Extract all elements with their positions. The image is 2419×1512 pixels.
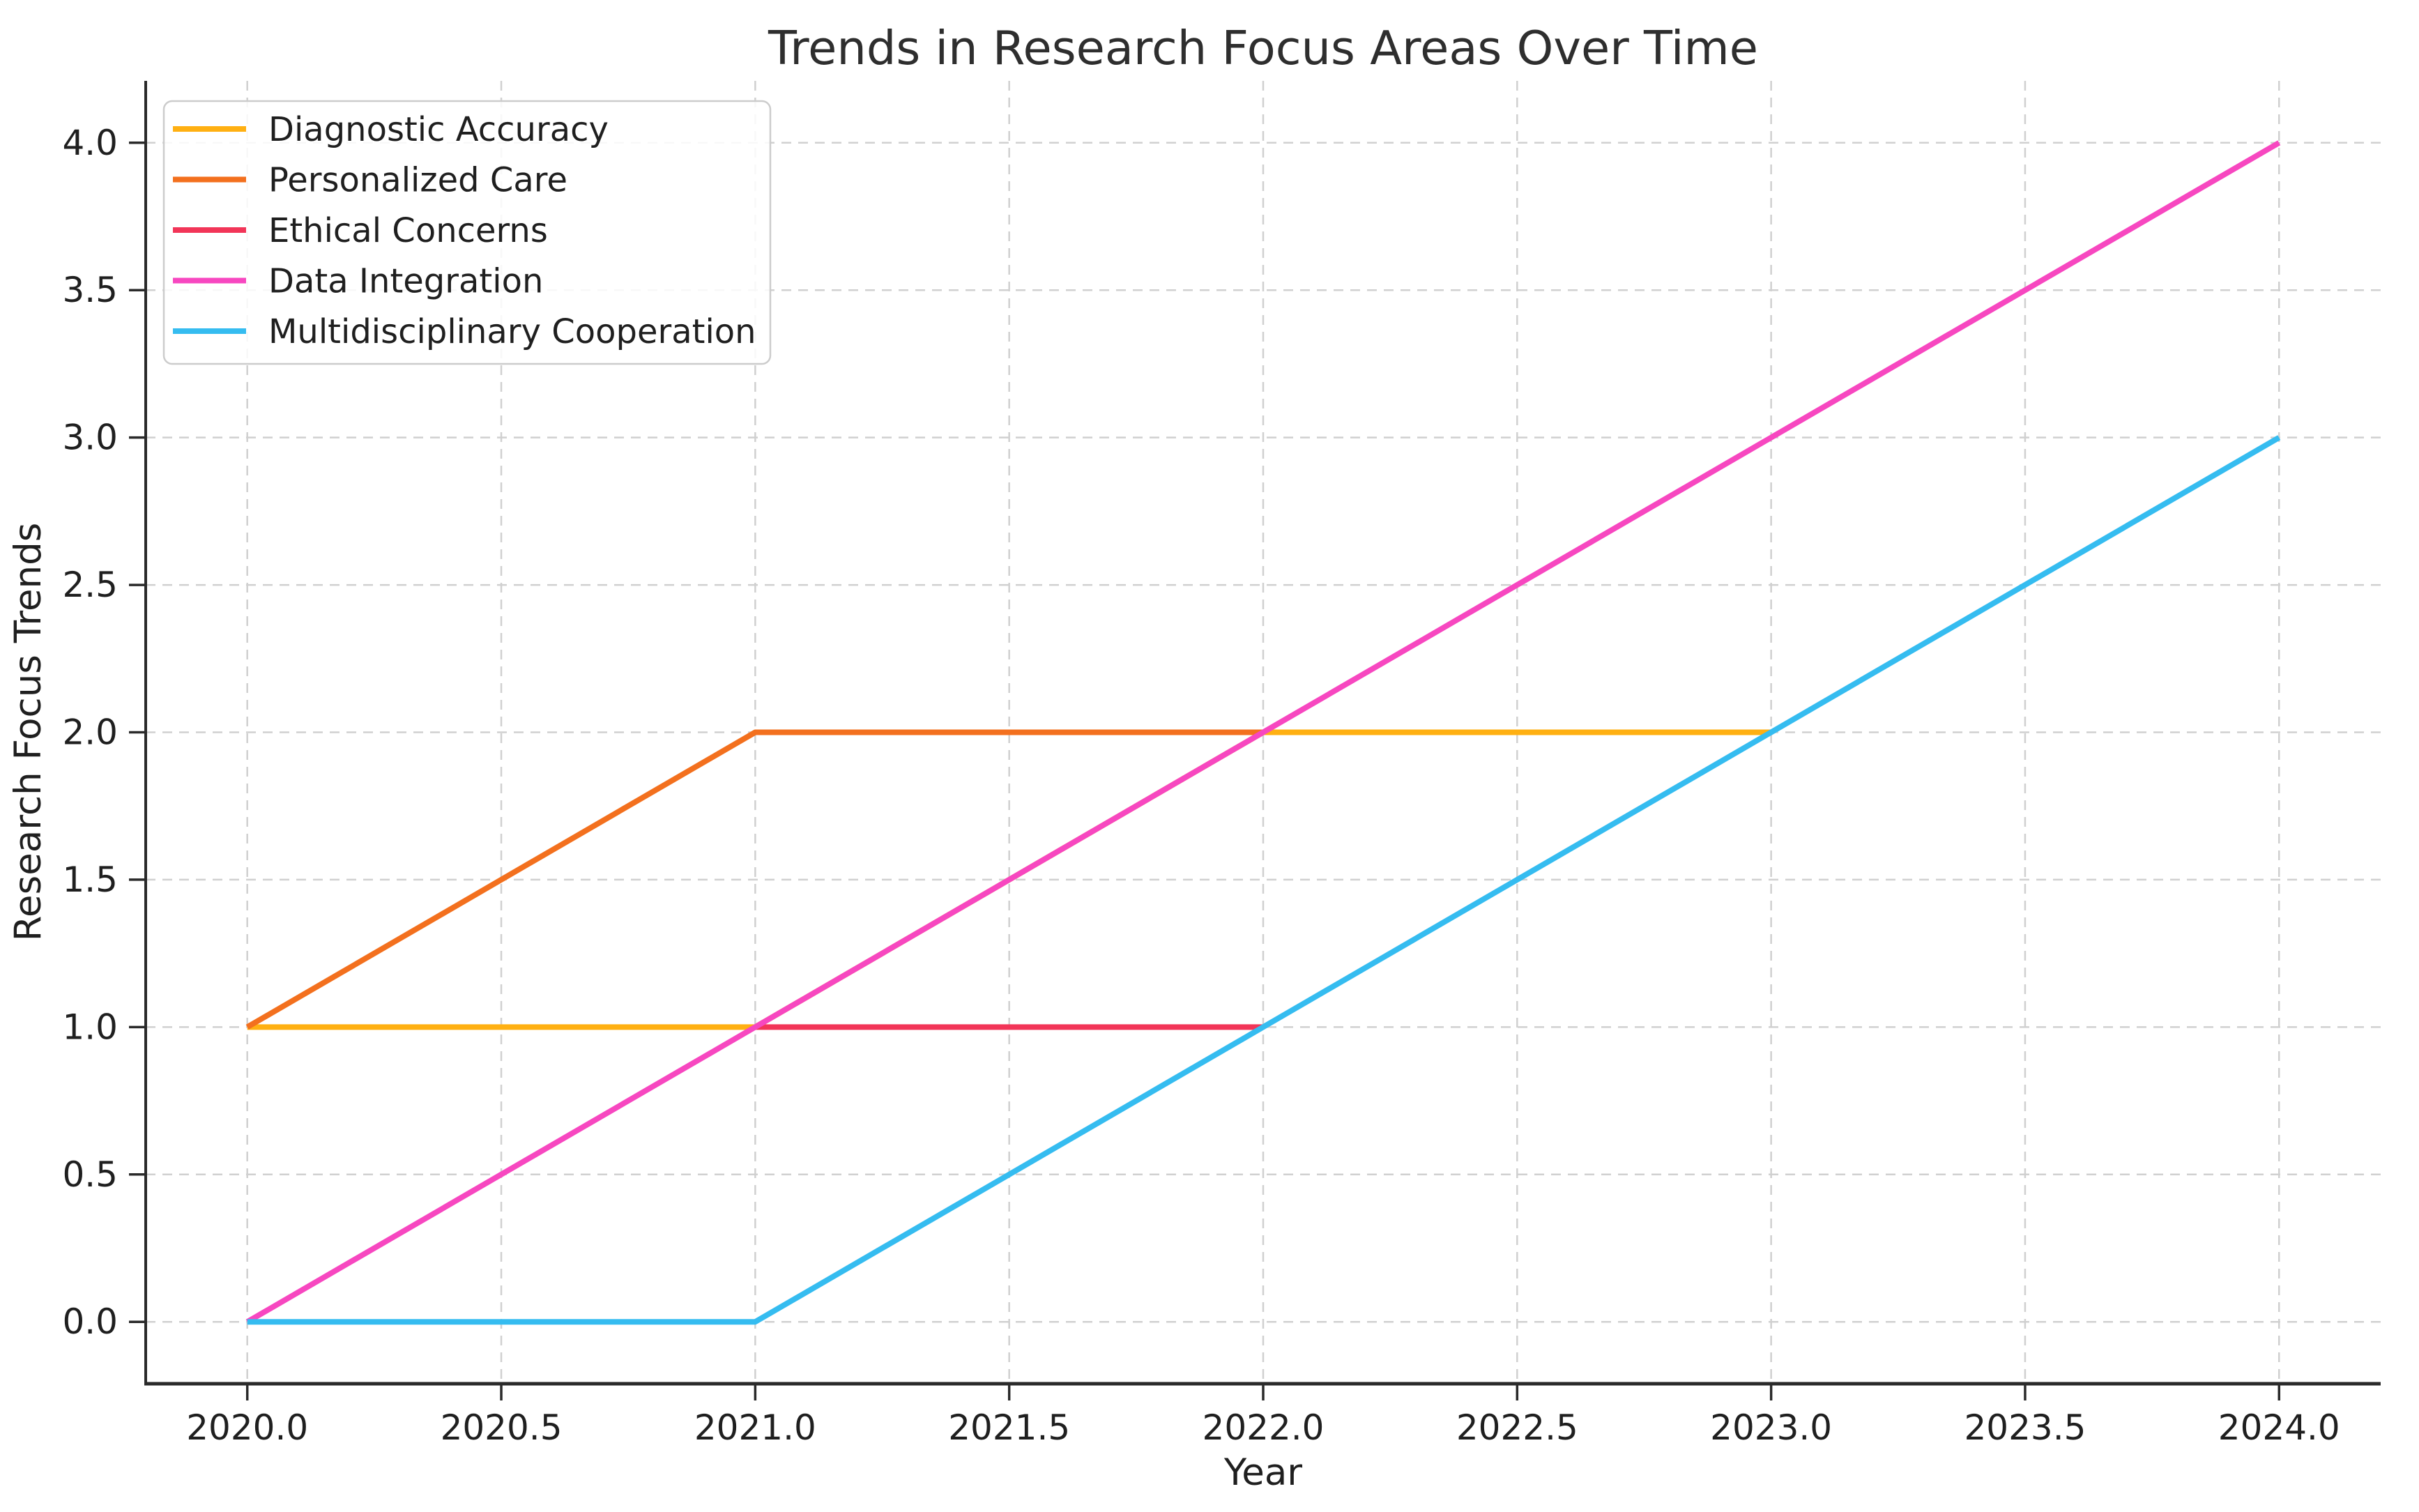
legend-item: Personalized Care	[173, 161, 567, 200]
y-axis-label: Research Focus Trends	[7, 523, 49, 942]
legend-label: Personalized Care	[268, 161, 567, 200]
legend-label: Data Integration	[268, 262, 543, 301]
legend-label: Multidisciplinary Cooperation	[268, 312, 756, 351]
x-tick-label: 2022.0	[1203, 1407, 1325, 1448]
legend-item: Ethical Concerns	[173, 211, 548, 250]
x-tick-label: 2023.0	[1710, 1407, 1832, 1448]
series-line-multidisciplinary-cooperation	[247, 435, 2281, 1325]
series-line-data-integration	[245, 140, 2281, 1324]
x-tick-label: 2020.0	[186, 1407, 308, 1448]
axes-layer: 2020.0 2020.5 2021.0 2021.5 2022.0 2022.5 2023…	[62, 81, 2381, 1448]
x-tick-label: 2021.0	[694, 1407, 816, 1448]
series-line-personalized-care	[245, 729, 1263, 1030]
legend: Diagnostic Accuracy Personalized Care Ethi…	[162, 100, 772, 365]
y-tick-label: 1.0	[62, 1007, 118, 1047]
y-tick-label: 0.0	[62, 1301, 118, 1342]
legend-item: Diagnostic Accuracy	[173, 110, 609, 149]
legend-box	[162, 100, 772, 365]
legend-item: Data Integration	[173, 262, 543, 301]
y-tick-label: 1.5	[62, 860, 118, 900]
x-tick-label: 2023.5	[1964, 1407, 2086, 1448]
x-tick-label: 2024.0	[2218, 1407, 2340, 1448]
x-tick-label: 2020.5	[441, 1407, 563, 1448]
y-tick-label: 4.0	[62, 123, 118, 163]
legend-item: Multidisciplinary Cooperation	[173, 312, 756, 351]
x-tick-label: 2021.5	[948, 1407, 1070, 1448]
legend-label: Diagnostic Accuracy	[268, 110, 609, 149]
y-tick-label: 3.0	[62, 418, 118, 458]
y-tick-label: 3.5	[62, 270, 118, 310]
legend-label: Ethical Concerns	[268, 211, 548, 250]
x-axis-label: Year	[1223, 1451, 1302, 1494]
chart-title: Trends in Research Focus Areas Over Time	[768, 21, 1758, 75]
series-layer	[245, 140, 2281, 1325]
y-tick-label: 0.5	[62, 1154, 118, 1195]
y-tick-label: 2.5	[62, 565, 118, 605]
y-tick-label: 2.0	[62, 712, 118, 753]
x-tick-label: 2022.5	[1456, 1407, 1578, 1448]
